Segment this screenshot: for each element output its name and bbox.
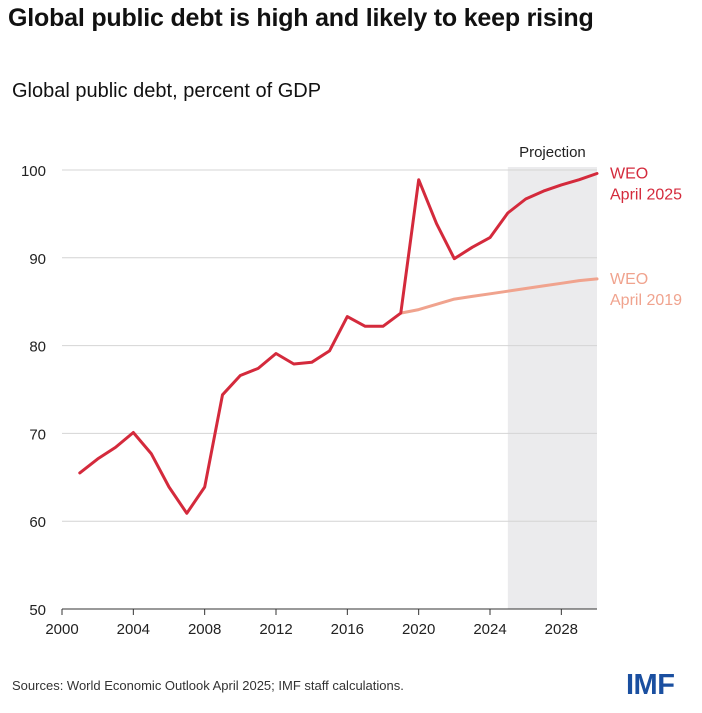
y-tick-label: 60 — [29, 514, 46, 531]
source-note: Sources: World Economic Outlook April 20… — [12, 678, 404, 693]
series-line — [399, 277, 599, 315]
chart-subtitle: Global public debt, percent of GDP — [12, 80, 322, 102]
chart-headline: Global public debt is high and likely to… — [8, 4, 594, 32]
projection-band — [507, 167, 597, 609]
series-label: WEO — [610, 271, 648, 288]
projection-label: Projection — [519, 144, 586, 161]
y-tick-label: 80 — [29, 339, 46, 356]
y-tick-label: 70 — [29, 426, 46, 443]
series-label: April 2025 — [610, 187, 682, 204]
x-tick-label: 2016 — [331, 621, 364, 638]
x-tick-label: 2000 — [45, 621, 78, 638]
x-tick-label: 2028 — [545, 621, 578, 638]
series-line — [78, 172, 599, 515]
series-label: April 2019 — [610, 292, 682, 309]
x-tick-label: 2012 — [259, 621, 292, 638]
y-tick-label: 50 — [29, 602, 46, 619]
x-tick-label: 2008 — [188, 621, 221, 638]
series-label: WEO — [610, 166, 648, 183]
imf-logo: IMF — [626, 669, 675, 701]
x-tick-label: 2024 — [473, 621, 506, 638]
y-tick-label: 90 — [29, 251, 46, 268]
x-tick-label: 2020 — [402, 621, 435, 638]
y-tick-label: 100 — [21, 163, 46, 180]
x-tick-label: 2004 — [117, 621, 150, 638]
